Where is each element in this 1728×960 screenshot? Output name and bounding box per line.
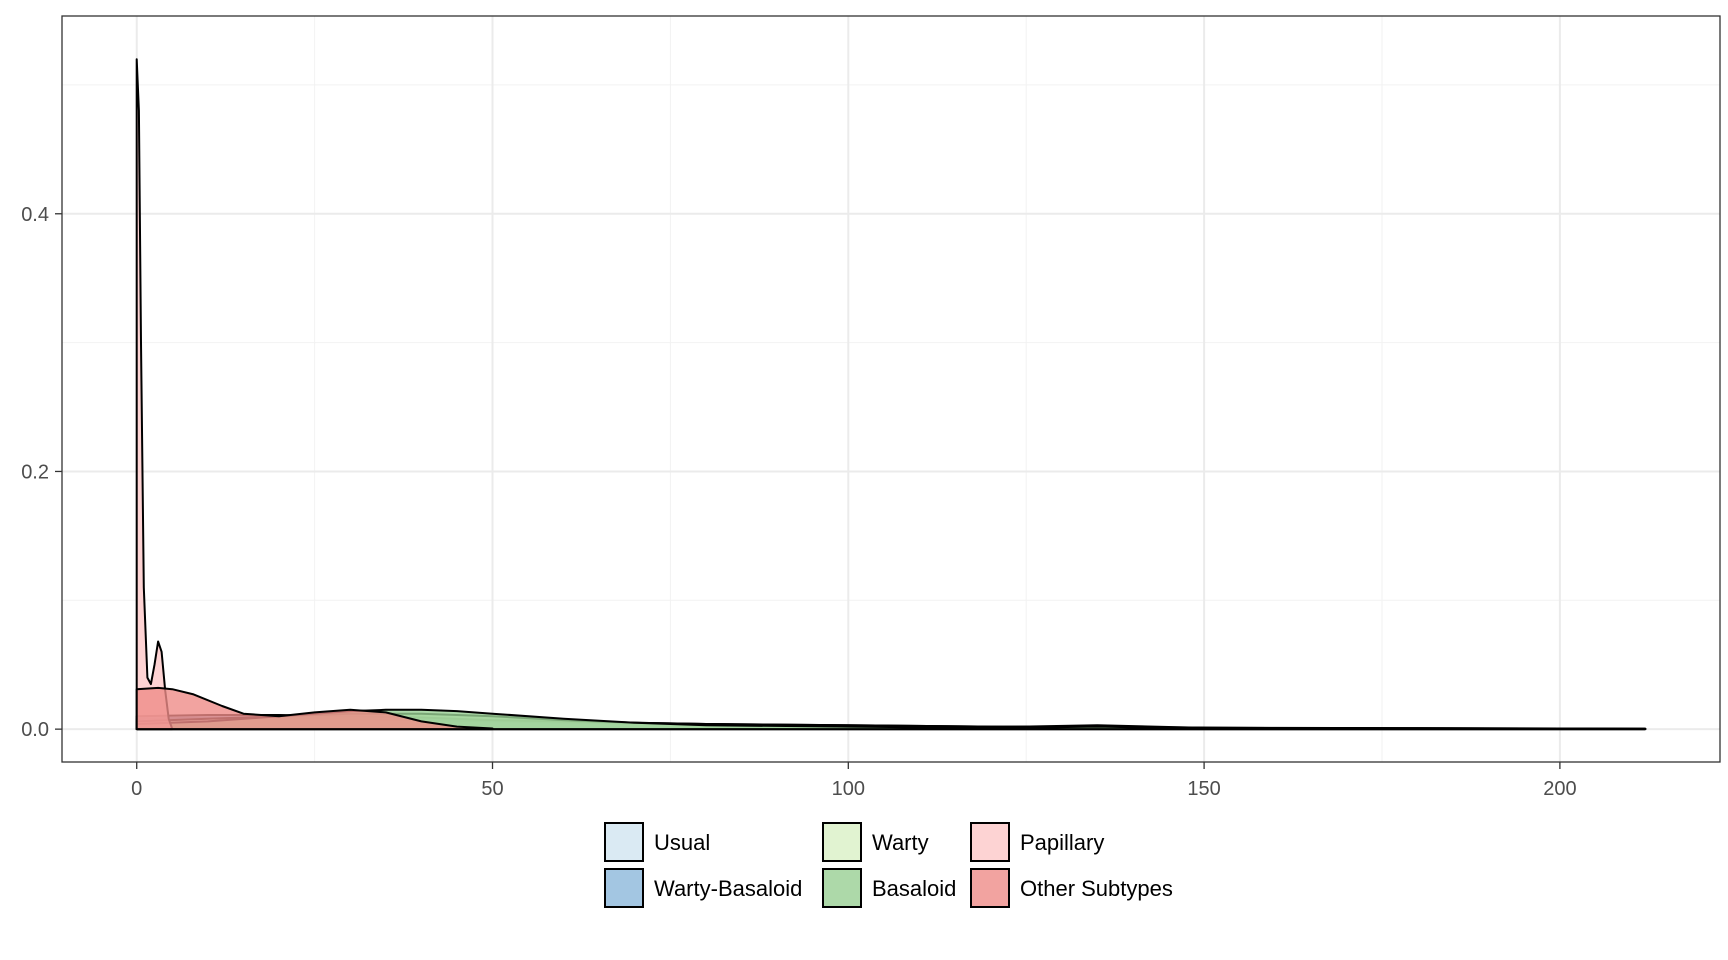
x-tick-label: 100 [832, 778, 865, 800]
legend-label-warty-basaloid: Warty-Basaloid [654, 876, 802, 901]
x-tick-label: 200 [1543, 778, 1576, 800]
legend-item-usual: Usual [604, 822, 710, 862]
density-areas [135, 58, 1647, 731]
legend-key-warty [822, 822, 862, 862]
legend-label-papillary: Papillary [1020, 830, 1104, 855]
legend: Usual Warty-Basaloid Warty Basaloid Papillar… [604, 822, 1173, 908]
legend-item-warty: Warty [822, 822, 929, 862]
legend-item-papillary: Papillary [970, 822, 1104, 862]
legend-item-warty-basaloid: Warty-Basaloid [604, 868, 802, 908]
plot-background [62, 16, 1720, 762]
x-tick-label: 150 [1187, 778, 1220, 800]
x-tick-label: 0 [131, 778, 142, 800]
y-tick-label: 0.2 [21, 461, 49, 483]
legend-label-warty: Warty [872, 830, 929, 855]
legend-key-usual [604, 822, 644, 862]
legend-label-other-subtypes: Other Subtypes [1020, 876, 1173, 901]
legend-item-basaloid: Basaloid [822, 868, 956, 908]
y-tick-label: 0.0 [21, 719, 49, 741]
x-tick-label: 50 [481, 778, 503, 800]
y-tick-label: 0.4 [21, 204, 49, 226]
legend-label-usual: Usual [654, 830, 710, 855]
legend-key-warty-basaloid [604, 868, 644, 908]
legend-key-papillary [970, 822, 1010, 862]
legend-label-basaloid: Basaloid [872, 876, 956, 901]
legend-key-other-subtypes [970, 868, 1010, 908]
plot-panel-border [61, 15, 1721, 763]
density-area-other-subtypes [135, 686, 494, 731]
axes: 0 50 100 150 200 0.0 0.2 0.4 [21, 204, 1576, 800]
legend-key-basaloid [822, 868, 862, 908]
legend-item-other-subtypes: Other Subtypes [970, 868, 1173, 908]
